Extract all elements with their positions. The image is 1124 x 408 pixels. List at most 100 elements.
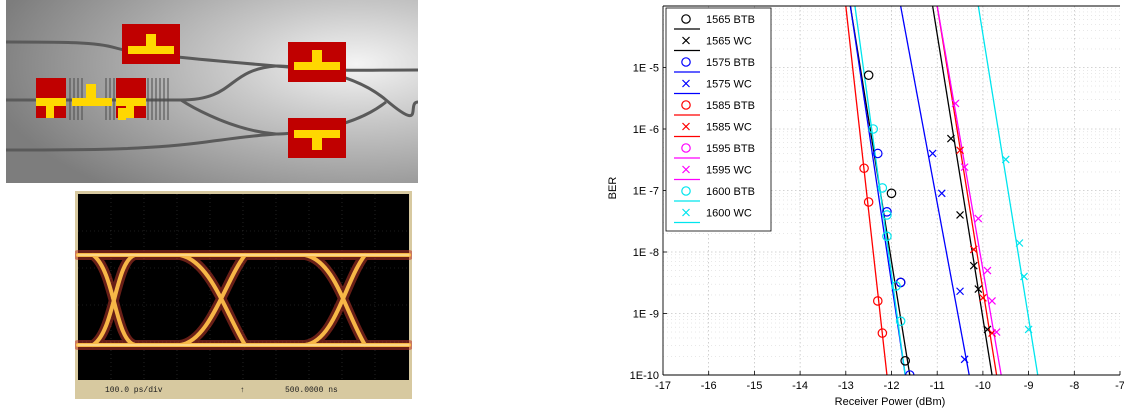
data-point-1575-wc <box>928 149 937 158</box>
eye-diagram-image: 100.0 ps/div ↑ 500.0000 ns <box>75 191 412 399</box>
y-tick-label: 1E -6 <box>633 124 659 136</box>
legend-box <box>665 7 772 232</box>
fit-line-1565-wc <box>931 6 993 375</box>
legend-label-1585-wc: 1585 WC <box>706 122 752 134</box>
chip-layout-image <box>6 0 418 183</box>
x-tick-label: -9 <box>1024 380 1034 392</box>
legend-label-1585-btb: 1585 BTB <box>706 100 755 112</box>
tick-labels: -17 -16 -15 -14 -13 -12 -11 -10 -9 -8 -7 1E -5 1E -6… <box>630 63 1124 393</box>
legend-label-1600-wc: 1600 WC <box>706 208 752 220</box>
x-tick-label: -15 <box>746 380 762 392</box>
fit-line-1595-wc <box>936 6 1002 375</box>
legend-marker-1575-btb <box>681 57 691 67</box>
data-point-1585-wc <box>978 293 987 302</box>
x-tick-label: -8 <box>1069 380 1079 392</box>
x-tick-label: -11 <box>930 380 945 392</box>
fit-line-1585-btb <box>845 6 888 375</box>
data-point-1585-btb <box>877 328 888 338</box>
chart-legend: 1565 BTB 1565 WC 1575 BTB 1575 WC 1585 BTB 15… <box>665 7 772 232</box>
legend-marker-1595-wc <box>682 165 690 174</box>
legend-marker-1595-btb <box>681 143 691 153</box>
legend-label-1595-btb: 1595 BTB <box>706 143 755 155</box>
data-point-1595-wc <box>988 297 996 305</box>
data-point-1565-wc <box>974 285 983 293</box>
x-tick-label: -10 <box>975 380 991 392</box>
data-point-1600-btb <box>891 281 901 291</box>
legend-marker-1565-wc <box>682 36 690 45</box>
chart-axes <box>662 5 1121 376</box>
fit-lines <box>845 6 1039 375</box>
y-tick-label: 1E -5 <box>633 63 659 75</box>
x-tick-label: -12 <box>884 380 900 392</box>
legend-marker-1600-btb <box>681 186 691 196</box>
legend-label-1565-btb: 1565 BTB <box>706 14 755 26</box>
data-point-1575-btb <box>882 207 892 217</box>
data-point-1595-wc <box>974 214 983 223</box>
y-tick-label: 1E -7 <box>633 186 659 198</box>
data-point-1565-wc <box>983 325 992 334</box>
data-point-1565-wc <box>956 211 964 219</box>
data-point-1600-btb <box>882 231 892 242</box>
data-point-1585-btb <box>872 296 883 306</box>
data-point-1565-btb <box>863 70 874 80</box>
data-point-1585-wc <box>988 329 996 338</box>
ber-chart: -17 -16 -15 -14 -13 -12 -11 -10 -9 -8 -7 1E -5 1E -6… <box>607 5 1124 408</box>
grating-lines <box>69 78 169 120</box>
legend-marker-1600-wc <box>682 208 690 217</box>
data-point-1565-wc <box>946 134 955 143</box>
data-point-1585-btb <box>859 163 869 174</box>
x-tick-label: -17 <box>655 380 671 392</box>
eye-time-offset: 500.0000 ns <box>285 386 338 395</box>
eye-marker-icon: ↑ <box>240 386 245 395</box>
fit-line-1575-wc <box>900 6 970 375</box>
data-point-1600-btb <box>895 316 906 326</box>
data-point-1600-wc <box>1020 272 1028 281</box>
legend-label-1600-btb: 1600 BTB <box>706 186 755 198</box>
data-point-1565-wc <box>969 261 978 270</box>
x-tick-label: -14 <box>792 380 808 392</box>
heater-pad <box>122 24 180 64</box>
data-point-1565-btb <box>886 188 897 199</box>
y-tick-label: 1E -9 <box>633 309 659 321</box>
legend-marker-1565-btb <box>681 14 691 24</box>
legend-marker-1575-wc <box>682 79 690 88</box>
y-axis-label: BER <box>607 177 619 200</box>
heater-pad <box>288 118 346 158</box>
x-tick-label: -16 <box>701 380 717 392</box>
data-point-1600-wc <box>1024 325 1033 334</box>
data-point-1600-btb <box>877 183 888 193</box>
data-point-1585-wc <box>956 146 964 155</box>
data-point-1595-wc <box>960 163 969 172</box>
fit-line-1600-btb <box>854 6 906 375</box>
legend-label-1595-wc: 1595 WC <box>706 165 752 177</box>
y-tick-label: 1E -8 <box>633 247 659 259</box>
fit-line-1585-wc <box>936 6 998 375</box>
eye-time-scale: 100.0 ps/div <box>105 386 163 395</box>
data-point-1600-wc <box>1001 155 1010 164</box>
data-point-1600-btb <box>882 210 892 220</box>
x-tick-label: -7 <box>1115 380 1124 392</box>
legend-label-1575-wc: 1575 WC <box>706 79 752 91</box>
data-point-1595-wc <box>983 266 992 275</box>
legend-label-1575-btb: 1575 BTB <box>706 57 755 69</box>
data-point-1595-wc <box>992 328 1001 336</box>
legend-label-1565-wc: 1565 WC <box>706 36 752 48</box>
fit-line-1600-wc <box>977 6 1039 375</box>
legend-marker-1585-btb <box>681 100 691 110</box>
heater-pad <box>288 42 346 82</box>
data-point-1575-wc <box>960 355 969 364</box>
heater-pad <box>72 84 126 120</box>
data-point-1585-btb <box>863 197 874 207</box>
data-point-1600-wc <box>1015 239 1024 247</box>
legend-marker-1585-wc <box>682 122 690 131</box>
y-tick-label: 1E-10 <box>630 370 659 382</box>
x-axis-label: Receiver Power (dBm) <box>835 396 946 408</box>
data-point-1595-wc <box>951 99 960 108</box>
data-point-1600-btb <box>868 124 879 134</box>
data-markers <box>859 70 1033 375</box>
data-point-1575-btb <box>872 148 883 159</box>
x-tick-label: -13 <box>838 380 854 392</box>
data-point-1585-wc <box>969 245 978 254</box>
data-point-1575-wc <box>937 189 946 198</box>
fit-line-1575-btb <box>849 6 906 375</box>
